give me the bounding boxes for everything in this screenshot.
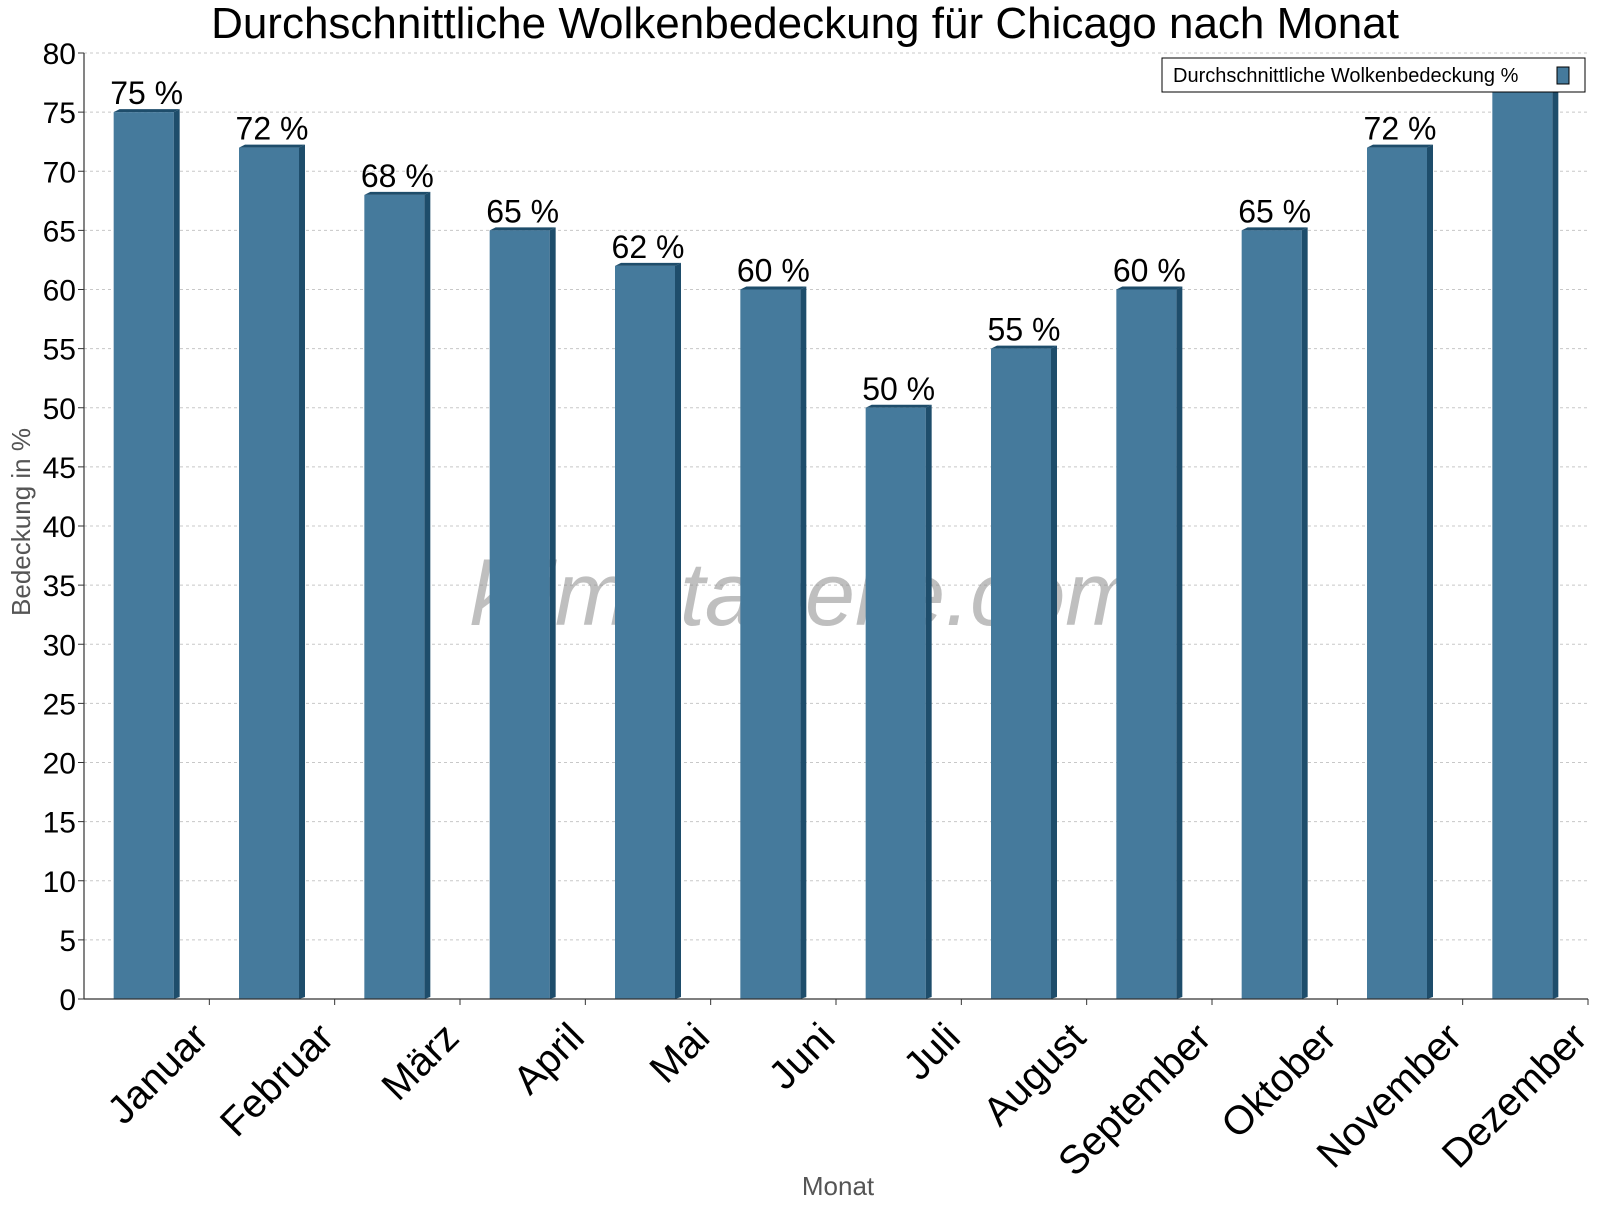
bar-side-face bbox=[299, 144, 305, 1000]
data-label-10: 65 % bbox=[1238, 193, 1311, 229]
y-tick-label: 20 bbox=[43, 748, 76, 781]
bar-side-face bbox=[424, 191, 431, 999]
x-tick-label-4: April bbox=[505, 1015, 593, 1103]
bar-7 bbox=[865, 404, 932, 999]
x-axis-title: Monat bbox=[802, 1171, 875, 1200]
bar-top-face bbox=[615, 262, 681, 266]
bar-2 bbox=[239, 144, 305, 1000]
data-label-7: 50 % bbox=[862, 371, 935, 407]
bar-front-face bbox=[239, 147, 299, 1000]
data-label-4: 65 % bbox=[486, 193, 559, 229]
data-label-6: 60 % bbox=[737, 253, 810, 289]
bar-side-face bbox=[1427, 144, 1433, 1000]
x-tick-label-10: Oktober bbox=[1213, 1015, 1345, 1147]
bar-11 bbox=[1367, 144, 1433, 1000]
y-tick-label: 15 bbox=[43, 807, 76, 840]
y-tick-label: 30 bbox=[43, 629, 76, 662]
data-label-3: 68 % bbox=[361, 158, 434, 194]
bar-side-face bbox=[1051, 345, 1057, 999]
legend-box bbox=[1161, 57, 1586, 93]
y-tick-label: 5 bbox=[59, 925, 76, 958]
bar-4 bbox=[489, 227, 556, 999]
bar-side-face bbox=[800, 286, 807, 999]
data-label-8: 55 % bbox=[988, 312, 1061, 348]
bar-top-face bbox=[113, 109, 180, 113]
y-tick-label: 45 bbox=[43, 452, 76, 485]
y-tick-label: 50 bbox=[43, 393, 76, 426]
y-tick-label: 0 bbox=[59, 984, 76, 1017]
bar-top-face bbox=[740, 286, 807, 290]
bar-top-face bbox=[489, 227, 556, 231]
data-label-2: 72 % bbox=[236, 111, 309, 147]
bar-side-face bbox=[173, 109, 180, 999]
bar-8 bbox=[991, 345, 1057, 999]
y-tick-labels: 0 5 10 15 20 25 30 35 40 45 50 55 60 65 70 75 80 bbox=[43, 38, 76, 1017]
bar-front-face bbox=[113, 112, 174, 999]
data-labels: 75 % 72 % 68 % 65 % 62 % 60 % 50 % 55 % 60 % 65 %… bbox=[110, 51, 1562, 406]
bar-10 bbox=[1241, 227, 1308, 999]
data-label-1: 75 % bbox=[110, 75, 183, 111]
bar-front-face bbox=[991, 348, 1051, 999]
bar-side-face bbox=[1301, 227, 1308, 999]
axes bbox=[78, 52, 1589, 1005]
data-label-9: 60 % bbox=[1113, 253, 1186, 289]
bar-top-face bbox=[1241, 227, 1308, 231]
data-label-11: 72 % bbox=[1364, 111, 1437, 147]
bar-front-face bbox=[615, 265, 675, 1000]
bar-top-face bbox=[865, 404, 932, 408]
bar-front-face bbox=[1116, 289, 1177, 999]
legend-label: Durchschnittliche Wolkenbedeckung % bbox=[1173, 65, 1519, 87]
y-tick-label: 10 bbox=[43, 866, 76, 899]
y-tick-label: 35 bbox=[43, 570, 76, 603]
bar-front-face bbox=[740, 289, 801, 999]
legend-swatch bbox=[1556, 66, 1570, 85]
y-tick-label: 40 bbox=[43, 511, 76, 544]
bar-side-face bbox=[925, 404, 932, 999]
y-tick-label: 65 bbox=[43, 215, 76, 248]
bar-front-face bbox=[1492, 88, 1553, 1000]
y-tick-label: 70 bbox=[43, 156, 76, 189]
bar-front-face bbox=[865, 407, 926, 999]
bar-side-face bbox=[1176, 286, 1183, 999]
bar-top-face bbox=[1116, 286, 1183, 290]
bar-12 bbox=[1492, 85, 1559, 1000]
y-axis-title: Bedeckung in % bbox=[6, 428, 36, 616]
bar-3 bbox=[364, 191, 431, 999]
y-tick-label: 60 bbox=[43, 275, 76, 308]
x-tick-label-3: März bbox=[374, 1015, 468, 1109]
bar-top-face bbox=[239, 144, 305, 148]
bar-9 bbox=[1116, 286, 1183, 999]
bar-front-face bbox=[489, 230, 550, 999]
bar-side-face bbox=[549, 227, 556, 999]
x-tick-label-5: Mai bbox=[641, 1015, 718, 1092]
legend: Durchschnittliche Wolkenbedeckung % bbox=[1161, 57, 1586, 93]
bar-front-face bbox=[1367, 147, 1427, 1000]
grid-lines bbox=[84, 52, 1588, 941]
data-label-5: 62 % bbox=[612, 229, 685, 265]
bars-group bbox=[113, 85, 1559, 1000]
chart-title: Durchschnittliche Wolkenbedeckung für Ch… bbox=[211, 0, 1399, 48]
bar-side-face bbox=[1552, 85, 1559, 1000]
bar-side-face bbox=[675, 262, 681, 1000]
bar-5 bbox=[615, 262, 681, 1000]
x-tick-label-6: Juni bbox=[760, 1015, 843, 1098]
x-tick-label-2: Februar bbox=[212, 1015, 342, 1145]
y-tick-label: 80 bbox=[43, 38, 76, 71]
bar-6 bbox=[740, 286, 807, 999]
y-tick-label: 25 bbox=[43, 688, 76, 721]
x-tick-label-1: Januar bbox=[99, 1015, 217, 1133]
y-tick-label: 75 bbox=[43, 97, 76, 130]
x-tick-label-8: August bbox=[975, 1015, 1094, 1134]
bar-1 bbox=[113, 109, 180, 999]
y-tick-label: 55 bbox=[43, 334, 76, 367]
x-tick-label-7: Juli bbox=[895, 1015, 969, 1089]
bar-front-face bbox=[1241, 230, 1302, 999]
bar-top-face bbox=[991, 345, 1057, 349]
bar-front-face bbox=[364, 194, 425, 999]
bar-top-face bbox=[364, 191, 431, 195]
bar-top-face bbox=[1367, 144, 1433, 148]
